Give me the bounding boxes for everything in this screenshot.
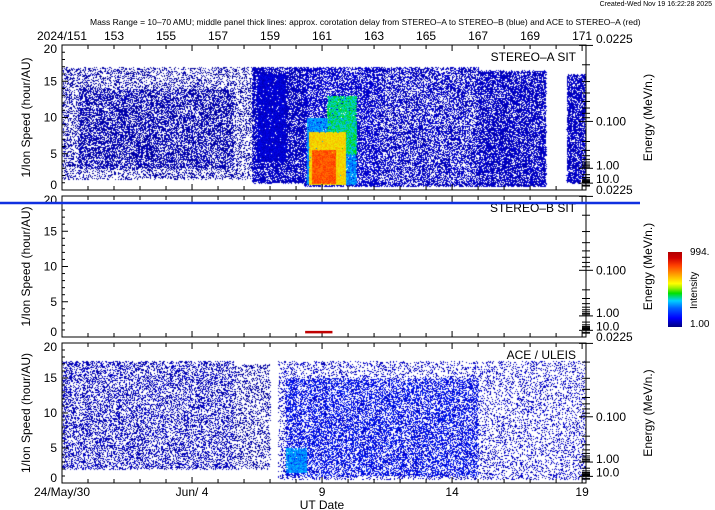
energy-tick-label: 1.00 (596, 306, 620, 320)
y-tick-label: 0 (50, 325, 57, 339)
top-date-label: 171 (572, 29, 592, 43)
colorbar (668, 252, 682, 327)
y-tick-label: 0 (50, 178, 57, 192)
x-axis-label: UT Date (300, 498, 345, 510)
top-date-label: 2024/151 (37, 29, 87, 43)
energy-tick-label: 0.0225 (596, 32, 633, 46)
plot-title: Mass Range = 10–70 AMU; middle panel thi… (90, 17, 641, 27)
top-date-label: 157 (208, 29, 228, 43)
panel-frame (61, 44, 587, 191)
y-tick-label: 10 (44, 111, 58, 125)
bottom-date-label: 14 (445, 485, 459, 499)
top-date-label: 167 (468, 29, 488, 43)
y-tick-label: 5 (50, 147, 57, 161)
y-tick-label: 15 (44, 74, 58, 88)
energy-tick-label: 0.100 (596, 410, 626, 424)
created-timestamp: Created-Wed Nov 19 16:22:28 2025 (599, 1, 712, 8)
bottom-date-label: 24/May/30 (34, 485, 90, 499)
y-axis-label: 1/Ion Speed (hour/AU) (19, 206, 33, 326)
energy-tick-label: 1.00 (596, 158, 620, 172)
energy-tick-label: 1.00 (596, 452, 620, 466)
y-tick-label: 5 (50, 441, 57, 455)
y-tick-label: 20 (44, 193, 58, 207)
y-tick-label: 20 (44, 340, 58, 354)
colorbar-min-label: 1.00 (690, 319, 710, 330)
top-date-label: 159 (260, 29, 280, 43)
energy-axis-label: Energy (MeV/n.) (641, 369, 655, 456)
bottom-date-label: 9 (319, 485, 326, 499)
energy-tick-label: 10.0 (596, 172, 620, 186)
panel-title: ACE / ULEIS (507, 348, 576, 362)
top-date-label: 169 (520, 29, 540, 43)
energy-axis-label: Energy (MeV/n.) (641, 74, 655, 161)
energy-tick-label: 0.0225 (596, 183, 633, 197)
top-date-label: 165 (416, 29, 436, 43)
y-tick-label: 15 (44, 371, 58, 385)
energy-tick-label: 10.0 (596, 319, 620, 333)
colorbar-title: Intensity (689, 271, 700, 309)
top-date-label: 155 (156, 29, 176, 43)
energy-tick-label: 0.100 (596, 114, 626, 128)
bottom-date-label: Jun/ 4 (176, 485, 209, 499)
panel-frame (61, 195, 587, 338)
energy-tick-label: 0.0225 (596, 330, 633, 344)
bottom-date-label: 19 (575, 485, 589, 499)
top-date-label: 153 (104, 29, 124, 43)
top-date-label: 163 (364, 29, 384, 43)
energy-tick-label: 0.100 (596, 263, 626, 277)
panel-frame (61, 342, 587, 484)
y-tick-label: 20 (44, 42, 58, 56)
colorbar-max-label: 994. (690, 247, 710, 258)
y-axis-label: 1/Ion Speed (hour/AU) (19, 353, 33, 473)
y-tick-label: 0 (50, 471, 57, 485)
y-tick-label: 10 (44, 406, 58, 420)
panel-title: STEREO–A SIT (491, 50, 577, 64)
y-tick-label: 5 (50, 295, 57, 309)
y-tick-label: 10 (44, 260, 58, 274)
top-date-label: 161 (312, 29, 332, 43)
panel-title: STEREO–B SIT (490, 201, 577, 215)
y-tick-label: 15 (44, 224, 58, 238)
y-axis-label: 1/Ion Speed (hour/AU) (19, 57, 33, 177)
energy-axis-label: Energy (MeV/n.) (641, 223, 655, 310)
energy-tick-label: 10.0 (596, 465, 620, 479)
